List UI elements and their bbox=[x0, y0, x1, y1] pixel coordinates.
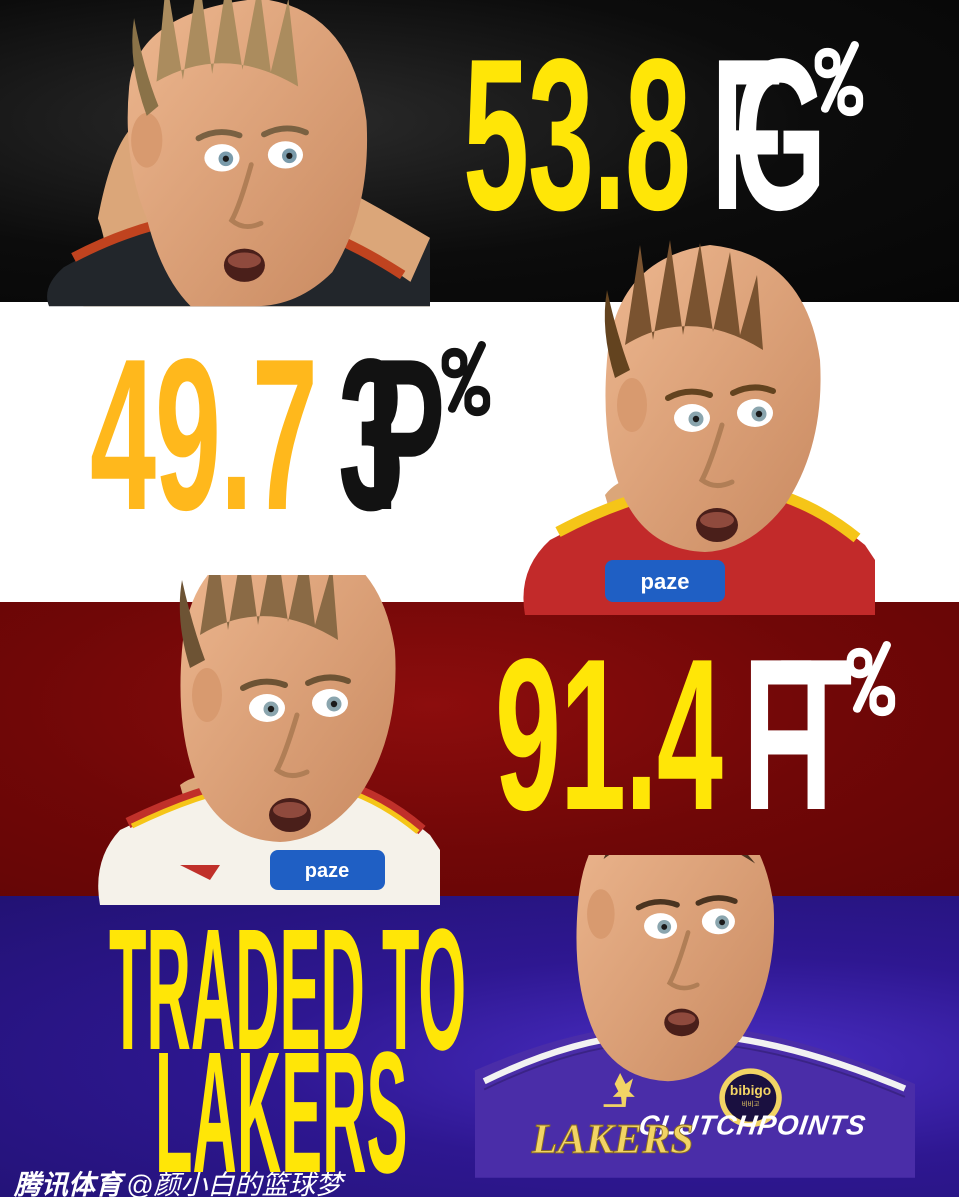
svg-text:paze: paze bbox=[305, 860, 349, 882]
svg-text:paze: paze bbox=[641, 569, 690, 594]
